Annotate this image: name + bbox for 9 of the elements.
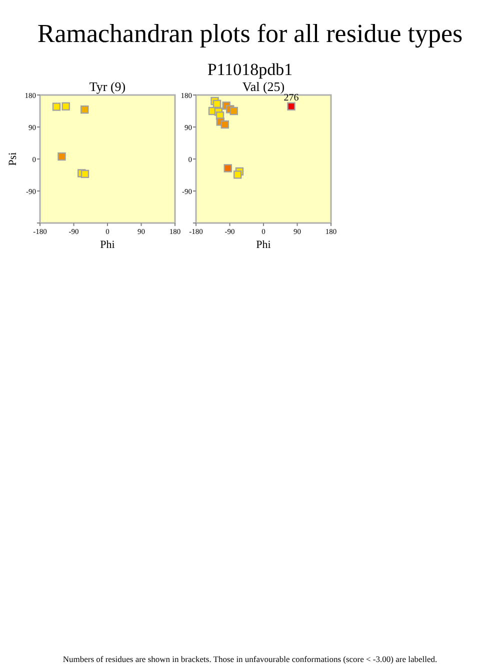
y-axis-title: Psi (7, 152, 19, 166)
annotation: 276 (284, 92, 299, 104)
chart-title: Val (25) (242, 79, 285, 94)
text: Numbers of residues are shown in brackets. Those in unfavourable conformations (score < -3.00) are labelled. (62, 654, 438, 664)
text: Ramachandran plots for all residue types (37, 19, 463, 48)
x-axis-title: Phi (100, 239, 115, 251)
chart-title: Tyr (9) (89, 79, 126, 94)
x-axis-title: Phi (256, 239, 271, 251)
text: P11018pdb1 (207, 60, 293, 79)
